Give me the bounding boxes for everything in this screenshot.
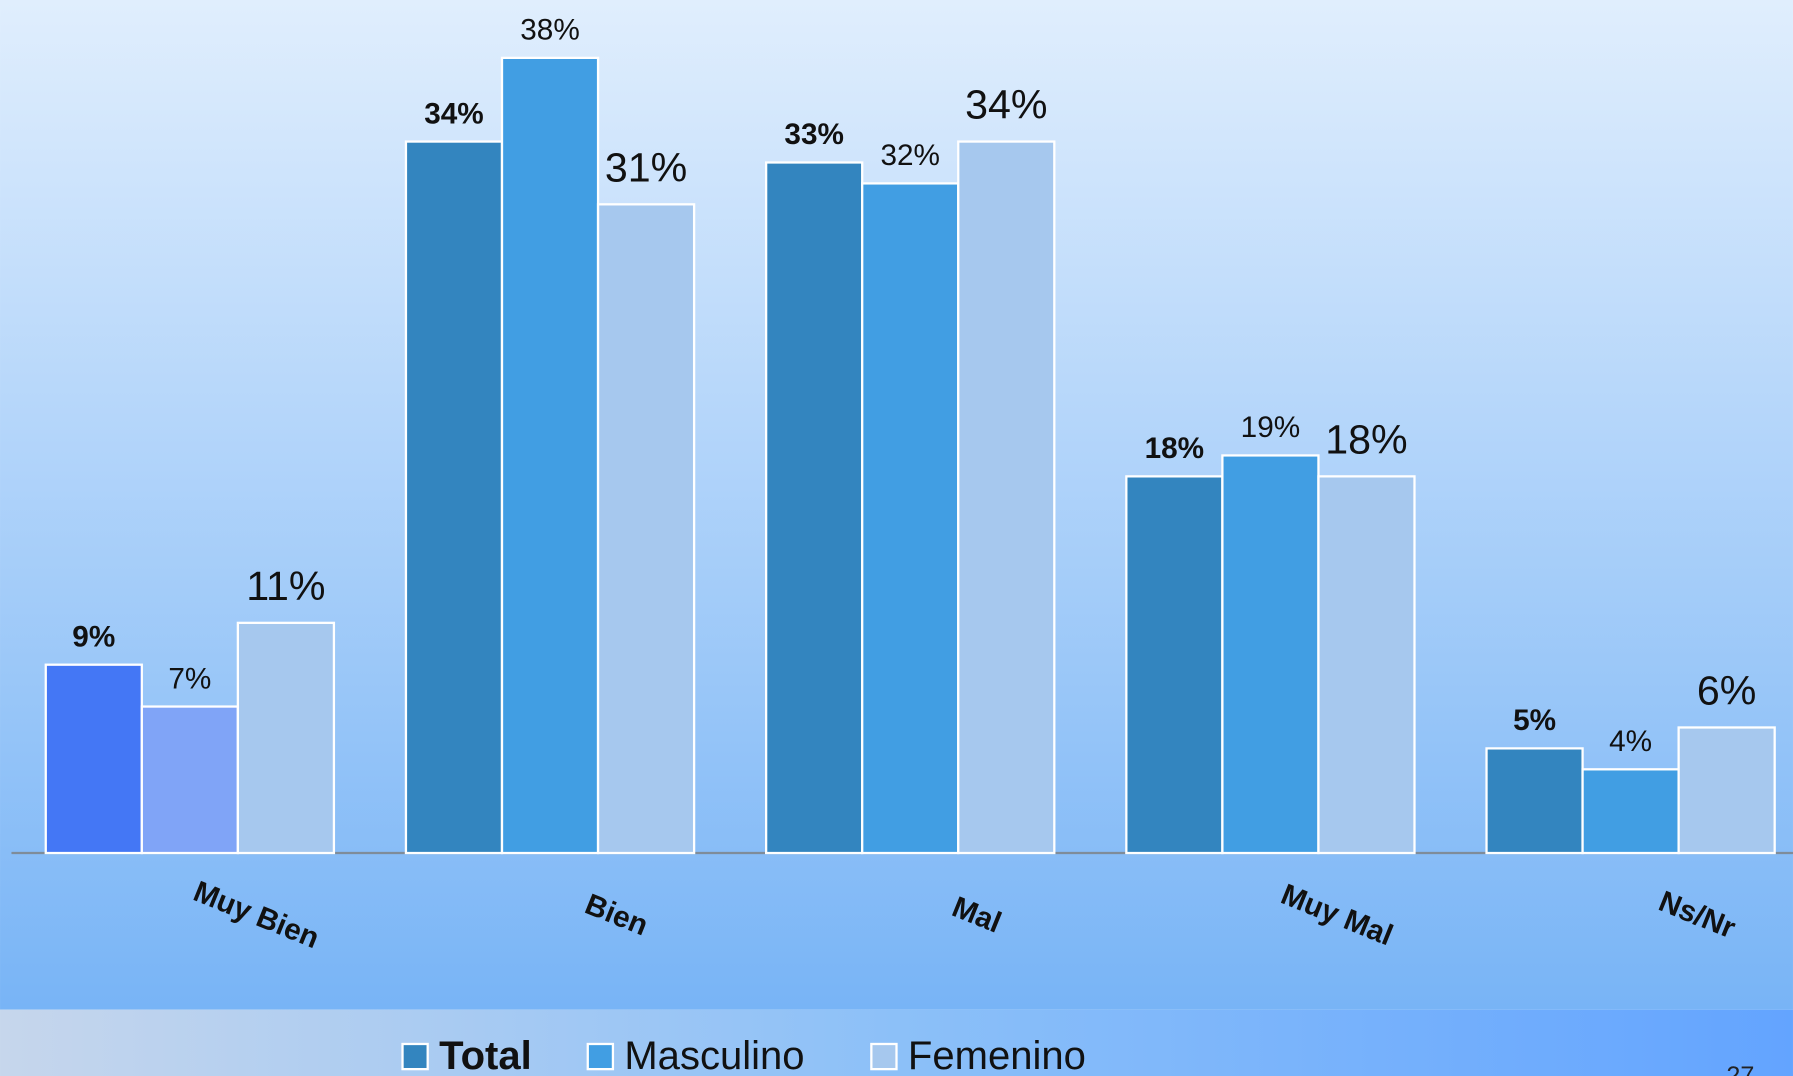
bar bbox=[596, 203, 696, 855]
data-label: 7% bbox=[168, 662, 211, 695]
bar bbox=[1221, 454, 1320, 855]
bar bbox=[1485, 747, 1584, 855]
legend-swatch bbox=[401, 1042, 429, 1071]
data-label: 34% bbox=[965, 82, 1047, 128]
bar bbox=[765, 161, 864, 855]
data-label: 31% bbox=[605, 144, 687, 190]
legend-label: Total bbox=[439, 1034, 532, 1076]
legend-swatch bbox=[870, 1042, 898, 1071]
data-label: 4% bbox=[1609, 725, 1652, 758]
legend-swatch bbox=[586, 1042, 615, 1071]
data-label: 9% bbox=[72, 620, 115, 653]
data-label: 32% bbox=[880, 139, 939, 172]
data-label: 6% bbox=[1697, 668, 1756, 714]
bar bbox=[1317, 475, 1416, 855]
data-label: 11% bbox=[246, 563, 325, 609]
bar bbox=[500, 56, 600, 855]
legend-label: Femenino bbox=[908, 1034, 1086, 1076]
bar bbox=[861, 182, 960, 855]
bar bbox=[236, 621, 336, 855]
data-label: 18% bbox=[1145, 432, 1204, 465]
bar bbox=[140, 705, 240, 855]
data-label: 18% bbox=[1325, 416, 1407, 462]
bar bbox=[1581, 768, 1680, 855]
legend-label: Masculino bbox=[624, 1034, 804, 1076]
data-label: 38% bbox=[520, 14, 579, 47]
page-number: 27 bbox=[1726, 1062, 1754, 1076]
bar bbox=[957, 140, 1056, 855]
data-label: 19% bbox=[1241, 411, 1300, 444]
data-label: 5% bbox=[1513, 704, 1556, 737]
bar bbox=[1677, 726, 1776, 855]
data-label: 34% bbox=[424, 97, 483, 130]
bar bbox=[44, 663, 143, 855]
bar bbox=[404, 140, 504, 855]
bar bbox=[1125, 475, 1224, 855]
data-label: 33% bbox=[784, 118, 843, 151]
